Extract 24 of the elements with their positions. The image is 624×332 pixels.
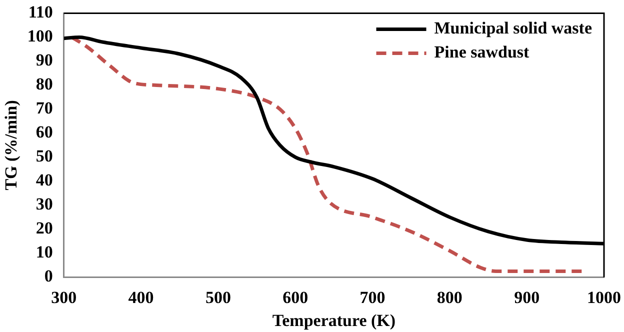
legend-label: Municipal solid waste [434,18,592,38]
y-tick-label: 0 [44,266,53,286]
x-tick-label: 800 [436,288,462,307]
x-tick-label: 700 [360,288,386,307]
y-tick-label: 90 [36,50,53,70]
x-tick-label: 500 [205,288,231,307]
y-tick-label: 20 [36,218,53,238]
y-tick-label: 100 [27,26,53,46]
y-tick-label: 60 [36,122,53,142]
y-tick-label: 110 [28,2,53,22]
y-tick-label: 10 [36,242,53,262]
x-tick-label: 600 [282,288,308,307]
x-tick-label: 1000 [587,288,621,307]
x-tick-label: 300 [51,288,77,307]
x-tick-label: 400 [128,288,154,307]
y-tick-label: 50 [36,146,53,166]
y-tick-label: 70 [36,98,53,118]
y-tick-label: 80 [36,74,53,94]
x-axis-title: Temperature (K) [272,311,396,330]
y-axis-title: TG (%/min) [2,100,21,190]
y-tick-label: 40 [36,170,53,190]
y-tick-label: 30 [36,194,53,214]
x-tick-label: 900 [514,288,540,307]
legend-label: Pine sawdust [434,42,530,62]
